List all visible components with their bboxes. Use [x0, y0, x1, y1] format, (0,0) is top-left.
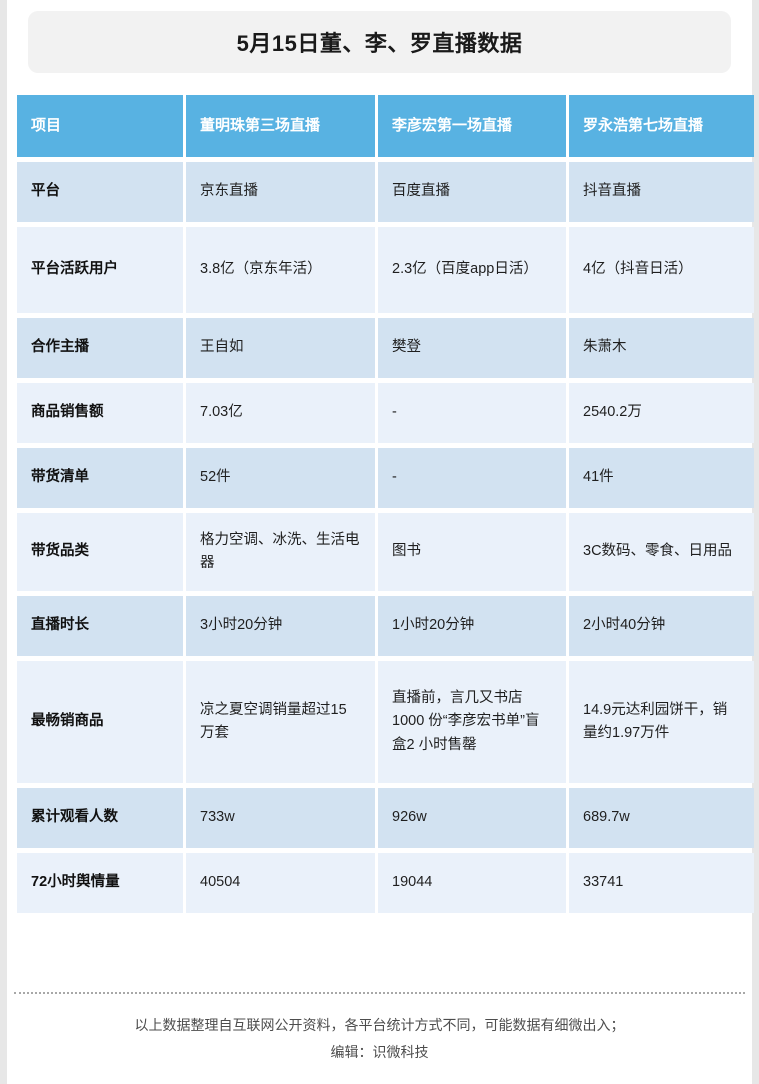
row-label: 合作主播: [17, 318, 183, 378]
row-value-li: 樊登: [378, 318, 566, 378]
row-value-luo: 2540.2万: [569, 383, 754, 443]
row-label: 带货清单: [17, 448, 183, 508]
row-value-dong: 7.03亿: [186, 383, 375, 443]
table-row: 平台活跃用户 3.8亿（京东年活） 2.3亿（百度app日活） 4亿（抖音日活）: [17, 227, 754, 313]
row-value-dong: 格力空调、冰洗、生活电器: [186, 513, 375, 591]
table-body: 平台 京东直播 百度直播 抖音直播 平台活跃用户 3.8亿（京东年活） 2.3亿…: [17, 162, 754, 913]
table-row: 带货品类 格力空调、冰洗、生活电器 图书 3C数码、零食、日用品: [17, 513, 754, 591]
row-label: 平台活跃用户: [17, 227, 183, 313]
row-value-luo: 41件: [569, 448, 754, 508]
row-value-luo: 689.7w: [569, 788, 754, 848]
row-value-li: 926w: [378, 788, 566, 848]
footer: 以上数据整理自互联网公开资料，各平台统计方式不同，可能数据有细微出入； 编辑：识…: [14, 992, 745, 1067]
row-value-luo: 朱萧木: [569, 318, 754, 378]
row-label: 最畅销商品: [17, 661, 183, 783]
row-label: 累计观看人数: [17, 788, 183, 848]
row-value-li: -: [378, 383, 566, 443]
table-row: 平台 京东直播 百度直播 抖音直播: [17, 162, 754, 222]
row-value-luo: 2小时40分钟: [569, 596, 754, 656]
row-value-dong: 京东直播: [186, 162, 375, 222]
table-header: 项目 董明珠第三场直播 李彦宏第一场直播 罗永浩第七场直播: [17, 95, 754, 157]
table-row: 直播时长 3小时20分钟 1小时20分钟 2小时40分钟: [17, 596, 754, 656]
row-value-li: 百度直播: [378, 162, 566, 222]
row-value-li: 直播前，言几又书店1000 份“李彦宏书单”盲盒2 小时售罄: [378, 661, 566, 783]
table-row: 72小时舆情量 40504 19044 33741: [17, 853, 754, 913]
column-header-item: 项目: [17, 95, 183, 157]
row-value-luo: 3C数码、零食、日用品: [569, 513, 754, 591]
row-value-dong: 3.8亿（京东年活）: [186, 227, 375, 313]
row-label: 直播时长: [17, 596, 183, 656]
row-value-li: 图书: [378, 513, 566, 591]
table-row: 累计观看人数 733w 926w 689.7w: [17, 788, 754, 848]
column-header-luo: 罗永浩第七场直播: [569, 95, 754, 157]
row-label: 72小时舆情量: [17, 853, 183, 913]
row-value-dong: 40504: [186, 853, 375, 913]
row-value-li: 1小时20分钟: [378, 596, 566, 656]
row-label: 带货品类: [17, 513, 183, 591]
row-value-dong: 王自如: [186, 318, 375, 378]
row-value-dong: 3小时20分钟: [186, 596, 375, 656]
table-row: 带货清单 52件 - 41件: [17, 448, 754, 508]
table-row: 合作主播 王自如 樊登 朱萧木: [17, 318, 754, 378]
data-table-container: 项目 董明珠第三场直播 李彦宏第一场直播 罗永浩第七场直播 平台 京东直播 百度…: [14, 90, 754, 918]
table-row: 商品销售额 7.03亿 - 2540.2万: [17, 383, 754, 443]
row-value-li: -: [378, 448, 566, 508]
footer-note-line-2: 编辑：识微科技: [330, 1044, 429, 1061]
row-value-li: 19044: [378, 853, 566, 913]
infographic-card: 5月15日董、李、罗直播数据 项目 董明珠第三场直播 李彦宏第一场直播 罗永浩第…: [7, 0, 754, 1084]
column-header-dong: 董明珠第三场直播: [186, 95, 375, 157]
footer-note-line-1: 以上数据整理自互联网公开资料，各平台统计方式不同，可能数据有细微出入；: [134, 1017, 625, 1033]
table-header-row: 项目 董明珠第三场直播 李彦宏第一场直播 罗永浩第七场直播: [17, 95, 754, 157]
page-title: 5月15日董、李、罗直播数据: [236, 31, 523, 56]
row-value-dong: 凉之夏空调销量超过15万套: [186, 661, 375, 783]
livestream-comparison-table: 项目 董明珠第三场直播 李彦宏第一场直播 罗永浩第七场直播 平台 京东直播 百度…: [14, 90, 757, 918]
column-header-li: 李彦宏第一场直播: [378, 95, 566, 157]
footer-divider: [14, 992, 745, 994]
row-label: 商品销售额: [17, 383, 183, 443]
row-value-luo: 抖音直播: [569, 162, 754, 222]
title-banner: 5月15日董、李、罗直播数据: [28, 11, 731, 73]
row-value-luo: 4亿（抖音日活）: [569, 227, 754, 313]
footer-note: 以上数据整理自互联网公开资料，各平台统计方式不同，可能数据有细微出入； 编辑：识…: [14, 1012, 745, 1067]
row-value-dong: 733w: [186, 788, 375, 848]
row-label: 平台: [17, 162, 183, 222]
row-value-luo: 33741: [569, 853, 754, 913]
table-row: 最畅销商品 凉之夏空调销量超过15万套 直播前，言几又书店1000 份“李彦宏书…: [17, 661, 754, 783]
row-value-dong: 52件: [186, 448, 375, 508]
row-value-li: 2.3亿（百度app日活）: [378, 227, 566, 313]
row-value-luo: 14.9元达利园饼干，销量约1.97万件: [569, 661, 754, 783]
